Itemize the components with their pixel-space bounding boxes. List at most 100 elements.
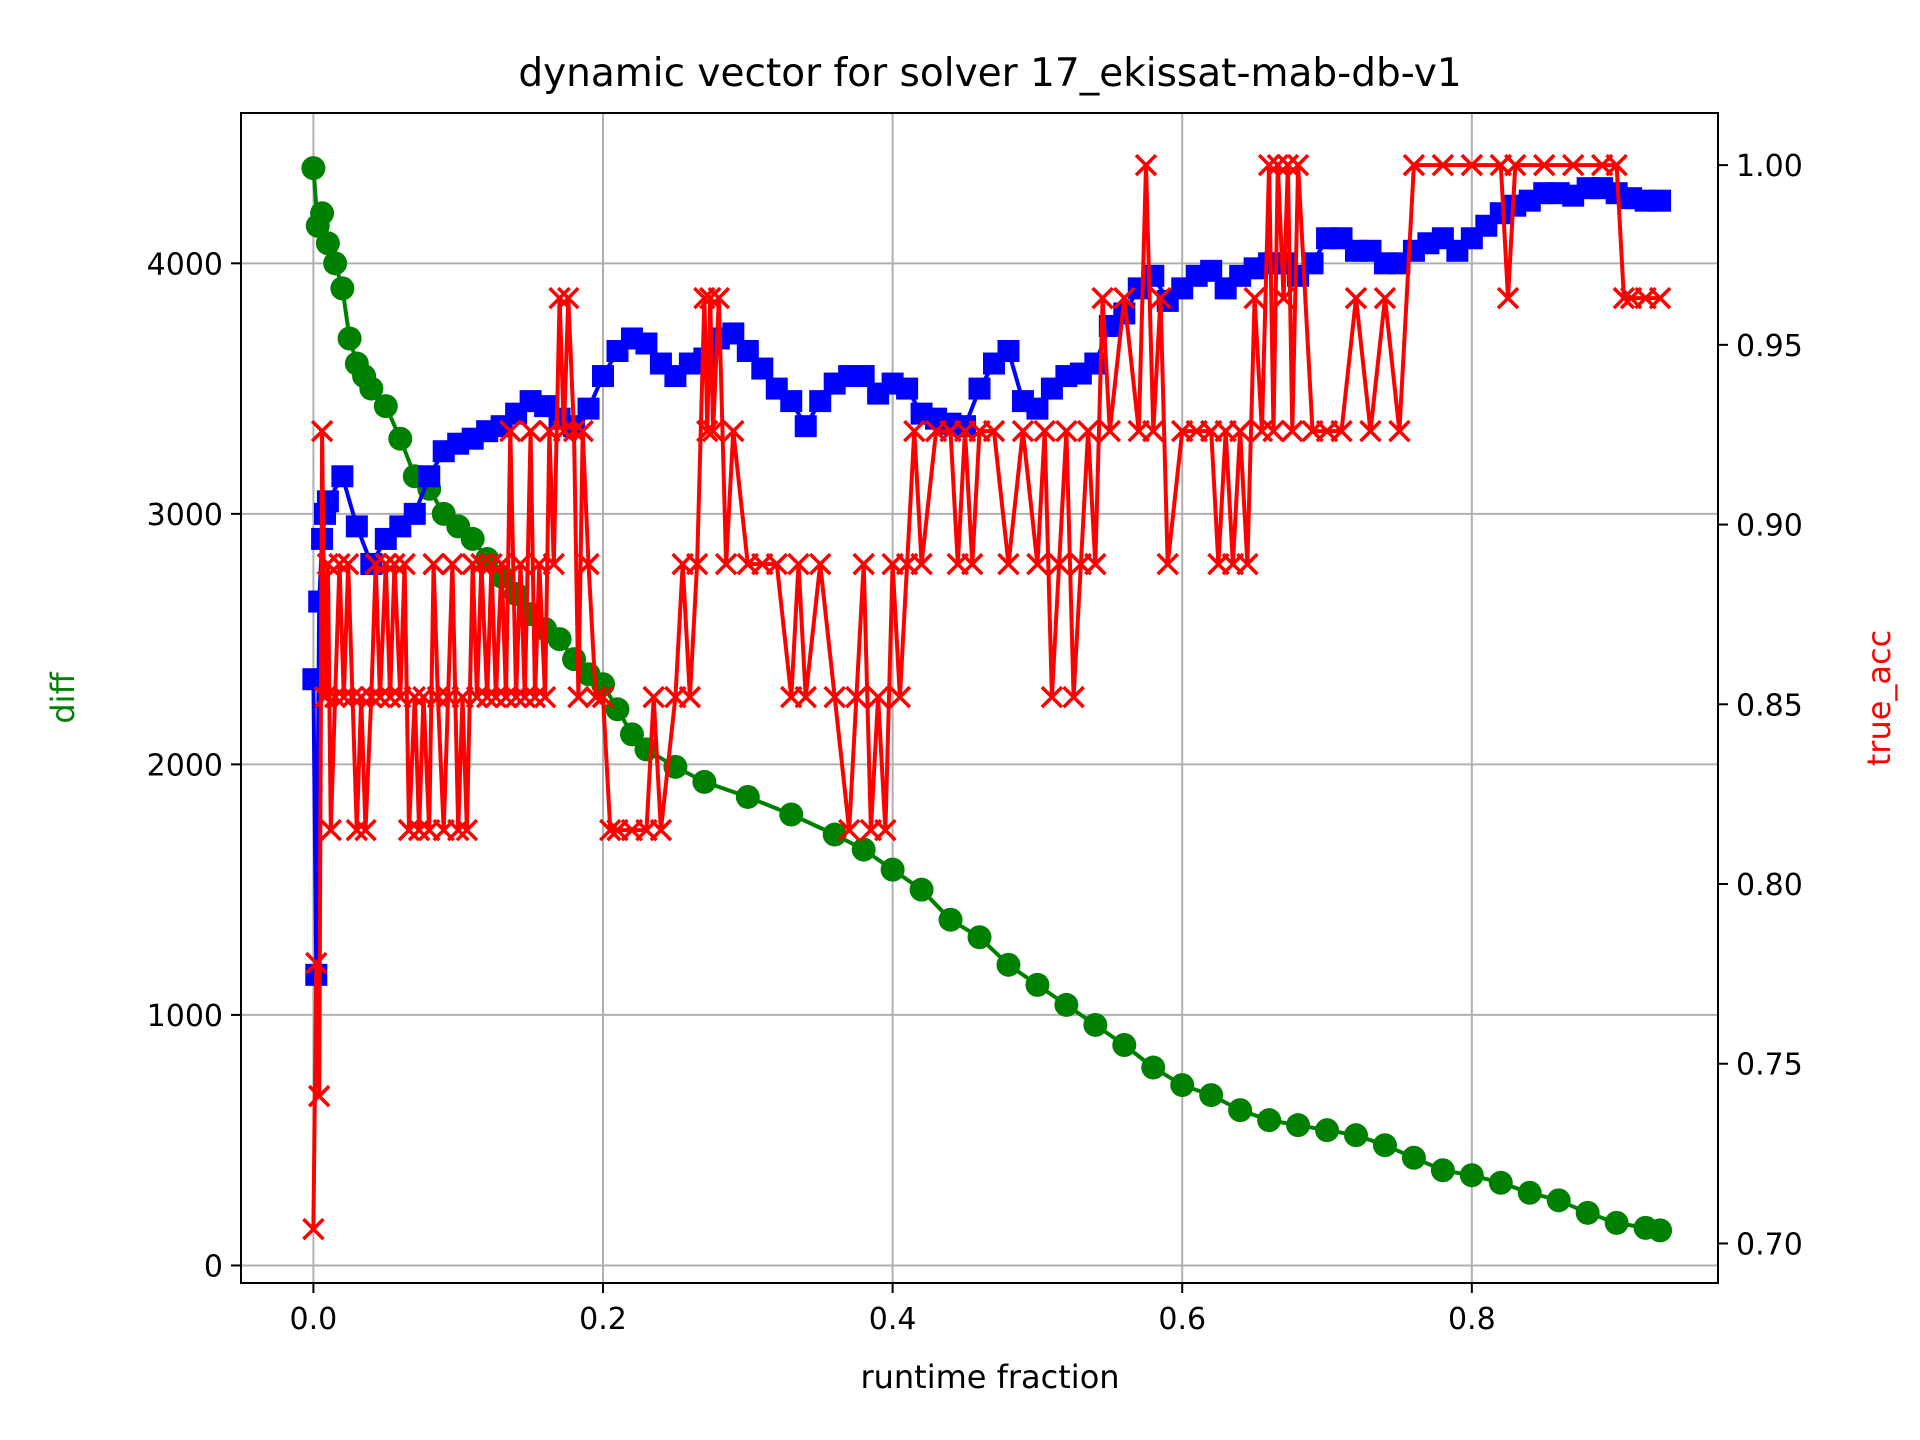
data-point xyxy=(722,419,745,443)
data-point xyxy=(480,552,503,576)
data-point xyxy=(968,377,991,400)
data-point xyxy=(418,465,441,488)
data-point xyxy=(1315,1118,1340,1143)
data-point xyxy=(519,419,542,443)
data-point xyxy=(751,357,774,380)
data-point xyxy=(509,552,532,576)
data-point xyxy=(1142,419,1165,443)
data-point xyxy=(1026,397,1049,420)
data-point xyxy=(967,925,992,950)
data-point xyxy=(698,286,722,310)
data-point xyxy=(1488,1170,1513,1195)
data-point xyxy=(896,377,919,400)
data-point xyxy=(1113,286,1136,310)
data-point xyxy=(345,818,369,842)
y-tick-label: 2000 xyxy=(147,748,223,783)
data-point xyxy=(1040,685,1064,709)
data-point xyxy=(1459,1163,1484,1188)
data-point xyxy=(323,251,348,276)
data-point xyxy=(880,857,905,882)
data-point xyxy=(557,286,580,310)
data-point xyxy=(460,526,485,551)
data-point xyxy=(866,685,890,709)
data-point xyxy=(302,1217,325,1241)
x-tick-label: 0.0 xyxy=(290,1302,338,1337)
data-point xyxy=(426,685,450,709)
data-point xyxy=(336,552,360,576)
data-point xyxy=(599,818,622,842)
data-point xyxy=(1141,1055,1166,1080)
data-point xyxy=(779,802,804,827)
data-point xyxy=(337,326,362,351)
data-point xyxy=(619,722,644,747)
data-point xyxy=(1575,1200,1600,1225)
data-point xyxy=(313,685,337,709)
data-point xyxy=(345,515,368,538)
data-point xyxy=(368,685,392,709)
data-point xyxy=(305,951,328,975)
series-2 xyxy=(302,153,1672,1241)
data-point xyxy=(851,837,876,862)
data-point xyxy=(1200,259,1223,282)
x-axis-label: runtime fraction xyxy=(860,1358,1119,1396)
data-point xyxy=(1373,286,1397,310)
data-point xyxy=(577,552,600,576)
data-point xyxy=(1266,153,1290,177)
data-point xyxy=(678,685,702,709)
data-point xyxy=(359,376,384,401)
data-point xyxy=(1648,286,1672,310)
data-point xyxy=(397,818,421,842)
data-point xyxy=(393,552,416,576)
data-point xyxy=(1112,1032,1137,1057)
data-point xyxy=(1330,419,1353,443)
data-point xyxy=(845,685,868,709)
data-point xyxy=(383,552,406,576)
data-point xyxy=(494,685,518,709)
data-point xyxy=(307,1084,331,1108)
data-point xyxy=(780,390,803,413)
data-point xyxy=(910,552,933,576)
data-point xyxy=(1612,286,1636,310)
data-point xyxy=(736,340,759,363)
data-point xyxy=(1083,1012,1108,1037)
data-point xyxy=(997,552,1020,576)
data-point xyxy=(1281,419,1304,443)
data-point xyxy=(1257,153,1281,177)
data-point xyxy=(722,322,745,345)
data-point xyxy=(1026,552,1049,576)
y-tick-label: 0 xyxy=(204,1249,223,1284)
data-point xyxy=(1047,552,1071,576)
y2-tick-label: 0.70 xyxy=(1736,1227,1803,1262)
x-tick-label: 0.8 xyxy=(1448,1302,1496,1337)
data-point xyxy=(642,685,665,709)
data-point xyxy=(765,552,789,576)
data-point xyxy=(1344,286,1368,310)
y2-tick-label: 0.95 xyxy=(1736,329,1803,364)
data-point xyxy=(1142,264,1165,287)
data-point xyxy=(360,685,383,709)
data-point xyxy=(1431,153,1455,177)
data-point xyxy=(685,552,709,576)
data-point xyxy=(1561,153,1585,177)
data-point xyxy=(794,685,817,709)
data-point xyxy=(1011,419,1035,443)
y2-tick-label: 0.90 xyxy=(1736,509,1803,544)
data-point xyxy=(533,685,557,709)
data-point xyxy=(997,340,1020,363)
data-point xyxy=(331,465,354,488)
data-point xyxy=(330,276,355,301)
data-point xyxy=(547,627,572,652)
data-point xyxy=(1055,419,1078,443)
data-point xyxy=(567,685,590,709)
data-point xyxy=(1359,419,1382,443)
data-point xyxy=(548,286,571,310)
data-point xyxy=(1091,286,1114,310)
data-point xyxy=(1076,419,1100,443)
data-point xyxy=(1604,1210,1629,1235)
data-point xyxy=(310,419,334,443)
data-point xyxy=(1054,992,1079,1017)
data-point xyxy=(874,818,897,842)
data-point xyxy=(332,685,356,709)
data-point xyxy=(1430,1158,1455,1183)
y2-tick-label: 0.85 xyxy=(1736,688,1803,723)
